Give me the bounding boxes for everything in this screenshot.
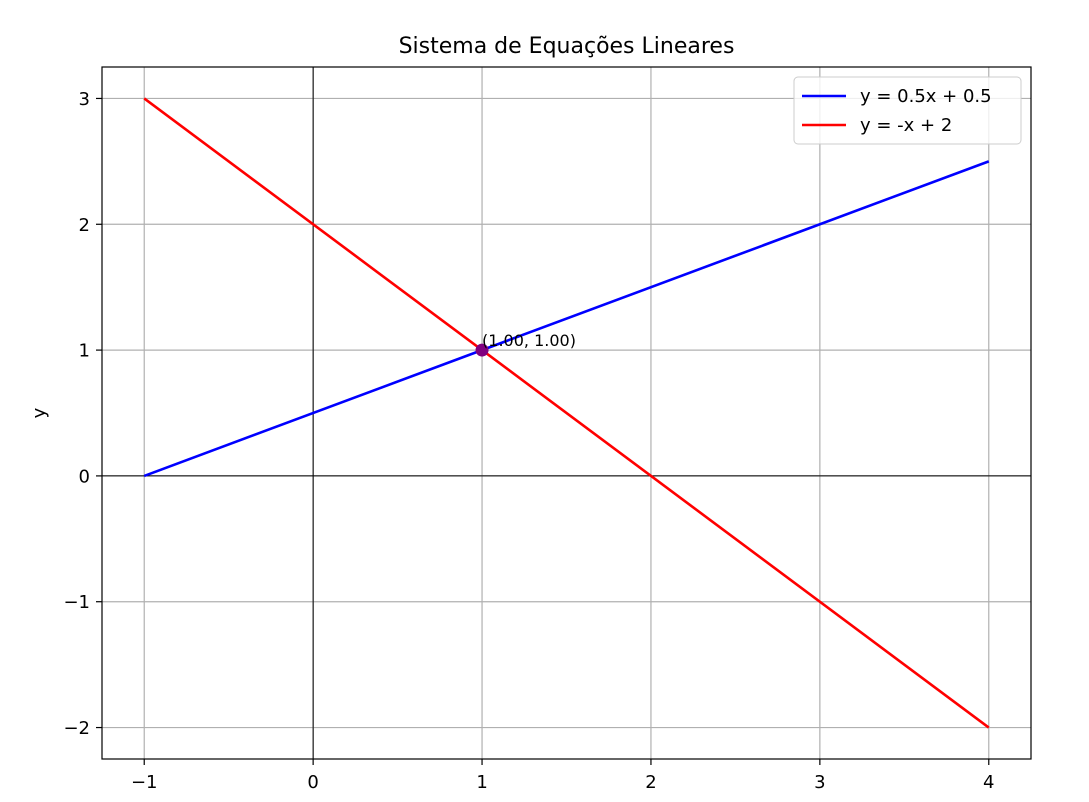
x-tick-label: −1 xyxy=(131,772,158,793)
x-axis-ticks: −1 0 1 2 3 4 xyxy=(131,759,994,793)
series-line-2 xyxy=(143,97,990,729)
y-axis-label: y xyxy=(29,407,50,418)
y-tick-label: 0 xyxy=(79,466,90,487)
legend: y = 0.5x + 0.5 y = -x + 2 xyxy=(793,76,1022,145)
chart-title: Sistema de Equações Lineares xyxy=(399,34,735,59)
series-line-1 xyxy=(143,160,990,478)
legend-label-1: y = 0.5x + 0.5 xyxy=(860,86,992,107)
y-tick-label: 2 xyxy=(79,215,90,236)
x-tick-label: 4 xyxy=(983,772,994,793)
y-tick-label: 1 xyxy=(79,341,90,362)
legend-box xyxy=(793,76,1022,145)
y-axis-ticks: −2 −1 0 1 2 3 xyxy=(63,89,102,739)
x-tick-label: 1 xyxy=(476,772,487,793)
x-tick-label: 2 xyxy=(645,772,656,793)
y-tick-label: 3 xyxy=(79,89,90,110)
plot-frame xyxy=(101,66,1032,760)
legend-label-2: y = -x + 2 xyxy=(860,115,952,136)
intersection-point-label: (1.00, 1.00) xyxy=(482,331,576,350)
series-lines xyxy=(143,97,990,729)
intersection-point xyxy=(475,343,489,357)
x-tick-label: 0 xyxy=(307,772,318,793)
intersection-points: (1.00, 1.00) xyxy=(475,331,576,357)
y-tick-label: −1 xyxy=(63,592,90,613)
x-tick-label: 3 xyxy=(814,772,825,793)
y-tick-label: −2 xyxy=(63,718,90,739)
